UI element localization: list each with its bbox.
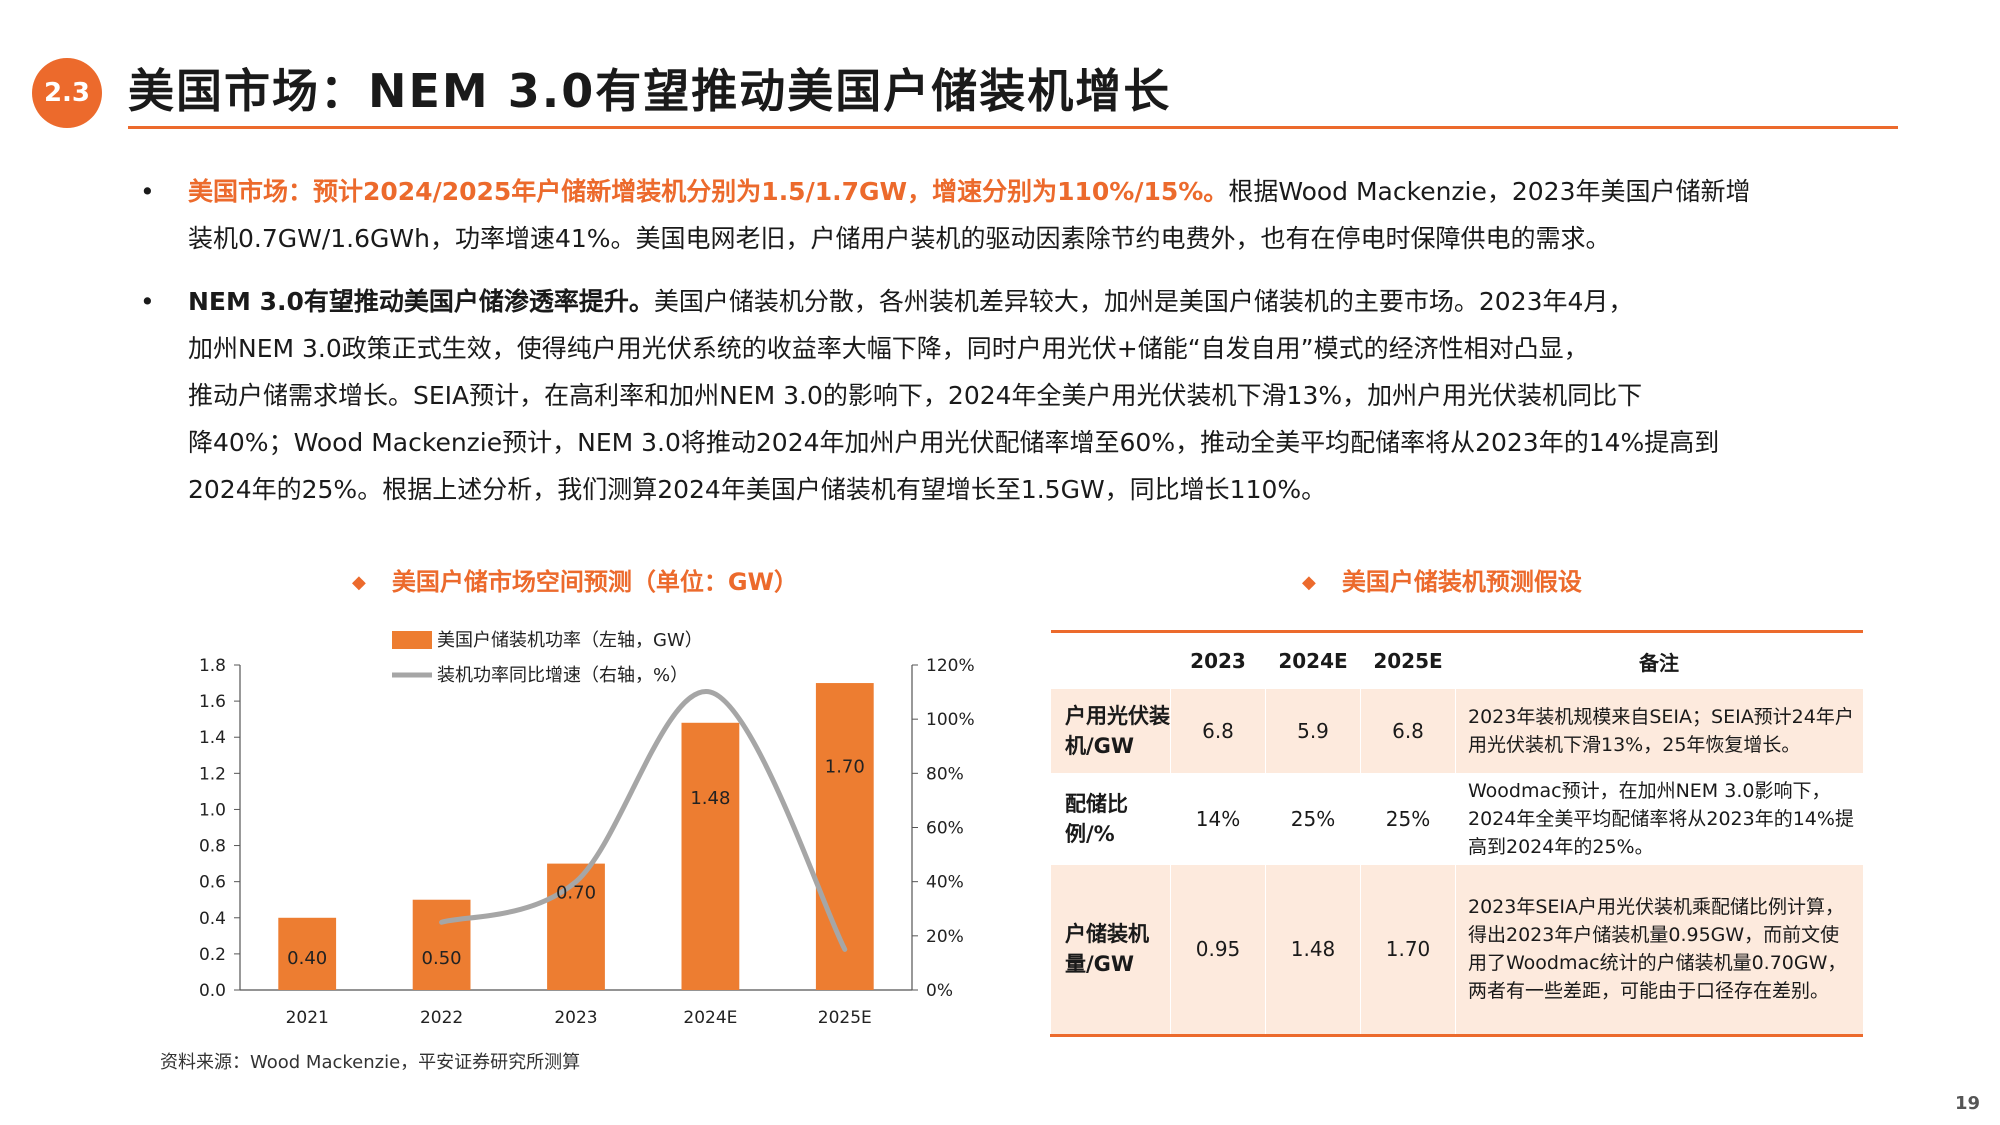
x-tick-label: 2022 <box>420 1008 463 1028</box>
bullet-dot-icon: • <box>140 177 155 206</box>
bullet-text: 美国户储装机分散，各州装机差异较大，加州是美国户储装机的主要市场。2023年4月… <box>653 287 1634 316</box>
y2-tick-label: 60% <box>926 819 964 839</box>
y-tick-label: 0.8 <box>199 837 226 857</box>
table-row-label: 户储装机量/GW <box>1050 865 1171 1035</box>
title-divider <box>128 126 1898 129</box>
legend-bar-swatch <box>392 631 432 649</box>
y2-tick-label: 40% <box>926 873 964 893</box>
growth-rate-line <box>439 689 848 952</box>
x-tick-label: 2021 <box>286 1008 329 1028</box>
y2-tick-label: 120% <box>926 656 975 676</box>
bullet-text: 降40%；Wood Mackenzie预计，NEM 3.0将推动2024年加州户… <box>188 428 1720 457</box>
bullet-item-us-market: • 美国市场：预计2024/2025年户储新增装机分别为1.5/1.7GW，增速… <box>140 168 1860 262</box>
bullet-text: 推动户储需求增长。SEIA预计，在高利率和加州NEM 3.0的影响下，2024年… <box>188 381 1643 410</box>
page-title: 美国市场：NEM 3.0有望推动美国户储装机增长 <box>128 64 1172 118</box>
bullet-bold-lead: NEM 3.0有望推动美国户储渗透率提升。 <box>188 287 654 316</box>
table-row-label: 户用光伏装机/GW <box>1050 689 1171 773</box>
chart-section-title: ◆ 美国户储市场空间预测（单位：GW） <box>352 562 798 597</box>
assumption-table: 2023 2024E 2025E 备注 户用光伏装机/GW 6.8 5.9 6.… <box>1050 630 1863 1037</box>
bullet-text: 装机0.7GW/1.6GWh，功率增速41%。美国电网老旧，户储用户装机的驱动因… <box>188 224 1611 253</box>
x-tick-label: 2024E <box>683 1008 737 1028</box>
y-tick-label: 0.4 <box>199 909 226 929</box>
table-section-title: ◆ 美国户储装机预测假设 <box>1302 562 1582 597</box>
bar-data-label: 0.40 <box>287 948 327 969</box>
legend-label: 装机功率同比增速（右轴，%） <box>437 665 688 686</box>
diamond-icon: ◆ <box>352 572 366 593</box>
table-cell: 1.70 <box>1360 865 1456 1035</box>
bar-2025E <box>815 683 874 990</box>
source-note: 资料来源：Wood Mackenzie，平安证券研究所测算 <box>160 1052 581 1073</box>
table-cell: 6.8 <box>1360 689 1456 773</box>
table-cell: 25% <box>1265 773 1361 865</box>
y2-tick-label: 0% <box>926 981 953 1001</box>
bar-data-label: 0.50 <box>422 948 462 969</box>
table-note: Woodmac预计，在加州NEM 3.0影响下，2024年全美平均配储率将从20… <box>1455 773 1863 865</box>
table-cell: 14% <box>1170 773 1266 865</box>
table-header-cell: 2024E <box>1278 649 1348 673</box>
x-tick-label: 2025E <box>818 1008 872 1028</box>
y-tick-label: 0.0 <box>199 981 226 1001</box>
page-number: 19 <box>1954 1093 1980 1114</box>
table-row: 配储比例/% 14% 25% 25% Woodmac预计，在加州NEM 3.0影… <box>1050 773 1863 865</box>
table-header-cell: 2025E <box>1373 649 1443 673</box>
table-header-cell: 2023 <box>1190 649 1246 673</box>
y-tick-label: 1.4 <box>199 728 226 748</box>
y-tick-label: 1.8 <box>199 656 226 676</box>
table-cell: 6.8 <box>1170 689 1266 773</box>
table-header-cell <box>1051 632 1171 690</box>
table-row: 户用光伏装机/GW 6.8 5.9 6.8 2023年装机规模来自SEIA；SE… <box>1050 689 1863 773</box>
table-cell: 0.95 <box>1170 865 1266 1035</box>
bar-2021 <box>278 917 337 990</box>
bar-data-label: 0.70 <box>556 883 596 904</box>
table-header-cell: 备注 <box>1639 650 1679 675</box>
table-row-label: 配储比例/% <box>1050 773 1171 865</box>
table-note: 2023年装机规模来自SEIA；SEIA预计24年户用光伏装机下滑13%，25年… <box>1455 689 1863 773</box>
bullet-list: • 美国市场：预计2024/2025年户储新增装机分别为1.5/1.7GW，增速… <box>140 168 1860 529</box>
y2-tick-label: 100% <box>926 710 975 730</box>
bullet-text: 2024年的25%。根据上述分析，我们测算2024年美国户储装机有望增长至1.5… <box>188 475 1327 504</box>
y-tick-label: 0.2 <box>199 945 226 965</box>
bar-data-label: 1.48 <box>690 788 730 809</box>
bar-2022 <box>412 899 471 990</box>
bullet-text: 加州NEM 3.0政策正式生效，使得纯户用光伏系统的收益率大幅下降，同时户用光伏… <box>188 334 1589 363</box>
section-badge: 2.3 <box>32 58 102 128</box>
legend-label: 美国户储装机功率（左轴，GW） <box>437 630 703 651</box>
y-tick-label: 1.6 <box>199 692 226 712</box>
bullet-item-nem3: • NEM 3.0有望推动美国户储渗透率提升。美国户储装机分散，各州装机差异较大… <box>140 278 1860 513</box>
bullet-dot-icon: • <box>140 287 155 316</box>
y2-tick-label: 80% <box>926 764 964 784</box>
chart-section-title-text: 美国户储市场空间预测（单位：GW） <box>391 568 799 596</box>
table-section-title-text: 美国户储装机预测假设 <box>1341 568 1582 596</box>
table-header-row: 2023 2024E 2025E 备注 <box>1050 631 1863 690</box>
table-note: 2023年SEIA户用光伏装机乘配储比例计算，得出2023年户储装机量0.95G… <box>1455 865 1863 1035</box>
y-tick-label: 0.6 <box>199 873 226 893</box>
y-tick-label: 1.2 <box>199 764 226 784</box>
table-cell: 25% <box>1360 773 1456 865</box>
bullet-highlight: 美国市场：预计2024/2025年户储新增装机分别为1.5/1.7GW，增速分别… <box>188 177 1229 206</box>
table-cell: 1.48 <box>1265 865 1361 1035</box>
table-cell: 5.9 <box>1265 689 1361 773</box>
bullet-text: 根据Wood Mackenzie，2023年美国户储新增 <box>1228 177 1751 206</box>
storage-forecast-chart: 0.0 0.2 0.4 0.6 0.8 1.0 1.2 1.4 1.6 1.8 0% 20% 40% 60… <box>199 630 975 1028</box>
x-tick-label: 2023 <box>554 1008 597 1028</box>
diamond-icon: ◆ <box>1302 572 1316 593</box>
table-row: 户储装机量/GW 0.95 1.48 1.70 2023年SEIA户用光伏装机乘… <box>1050 865 1863 1035</box>
y2-tick-label: 20% <box>926 927 964 947</box>
bar-2024E <box>681 722 740 990</box>
bar-data-label: 1.70 <box>825 756 865 777</box>
y-tick-label: 1.0 <box>199 800 226 820</box>
